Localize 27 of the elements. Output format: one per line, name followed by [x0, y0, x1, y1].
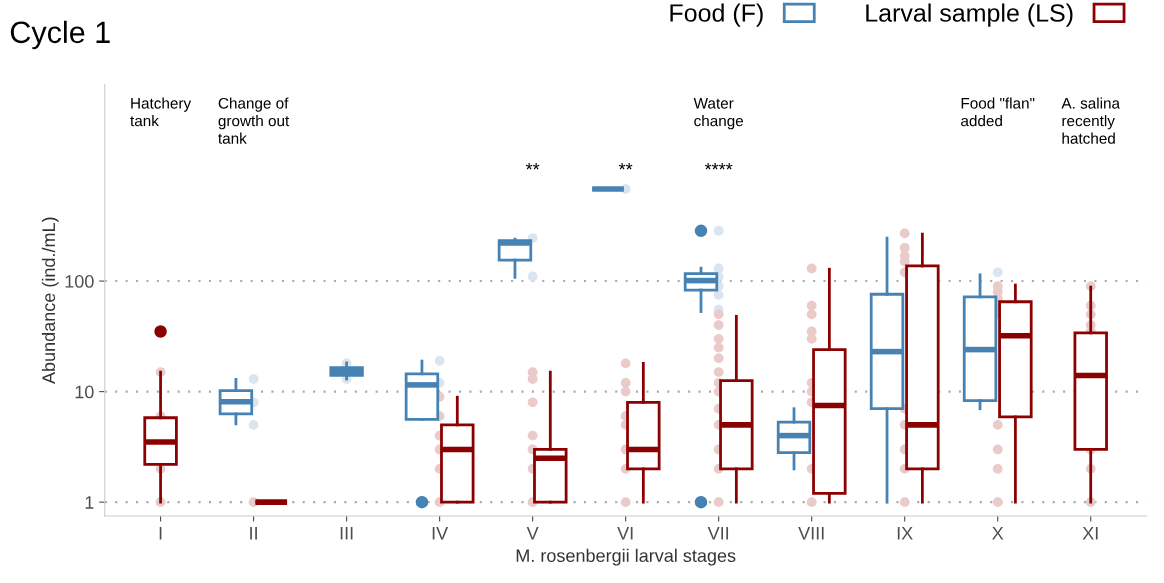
x-tick-label: V [526, 527, 539, 540]
x-tick-label: XI [1082, 527, 1098, 540]
annotation: A. salina recently hatched [1061, 97, 1121, 144]
y-tick-label: 1 [85, 496, 94, 509]
annotation: **** [704, 163, 733, 170]
annotation: Hatchery tank [130, 97, 192, 127]
annotation: Change of growth out tank [218, 97, 290, 144]
legend-label: Food (F) [670, 3, 763, 27]
y-axis-title: Abundance (ind./mL) [41, 217, 59, 385]
y-tick-label: 10 [75, 385, 94, 399]
legend-label: Larval sample (LS) [866, 3, 1073, 27]
x-tick-label: III [340, 527, 353, 540]
chart-title: Cycle 1 [10, 20, 110, 50]
x-tick-label: IX [897, 527, 913, 540]
x-tick-label: X [992, 527, 1004, 540]
annotation: ** [525, 163, 540, 170]
x-tick-label: VIII [798, 527, 824, 540]
x-tick-label: IV [432, 527, 449, 540]
y-tick-label: 100 [65, 275, 94, 288]
x-tick-label: II [250, 527, 257, 540]
x-tick-label: VII [707, 527, 729, 540]
x-axis-title: M. rosenbergii larval stages [516, 548, 736, 566]
x-tick-label: I [159, 527, 162, 540]
x-tick-label: VI [617, 527, 633, 540]
annotation: Food "flan" added [961, 97, 1035, 127]
annotation: ** [618, 163, 633, 170]
annotation: Water change [693, 98, 744, 130]
